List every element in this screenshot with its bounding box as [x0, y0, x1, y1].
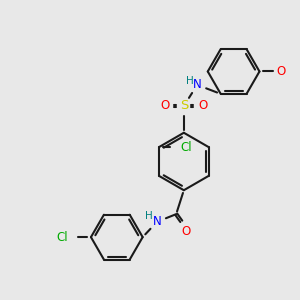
Text: Cl: Cl [56, 231, 68, 244]
Text: O: O [160, 100, 169, 112]
Text: Cl: Cl [180, 141, 192, 154]
Text: O: O [276, 65, 285, 78]
Text: O: O [198, 100, 208, 112]
Text: N: N [153, 215, 161, 228]
Text: H: H [146, 211, 153, 221]
Text: S: S [180, 100, 188, 112]
Text: N: N [193, 78, 202, 92]
Text: H: H [186, 76, 194, 86]
Text: O: O [181, 225, 190, 238]
